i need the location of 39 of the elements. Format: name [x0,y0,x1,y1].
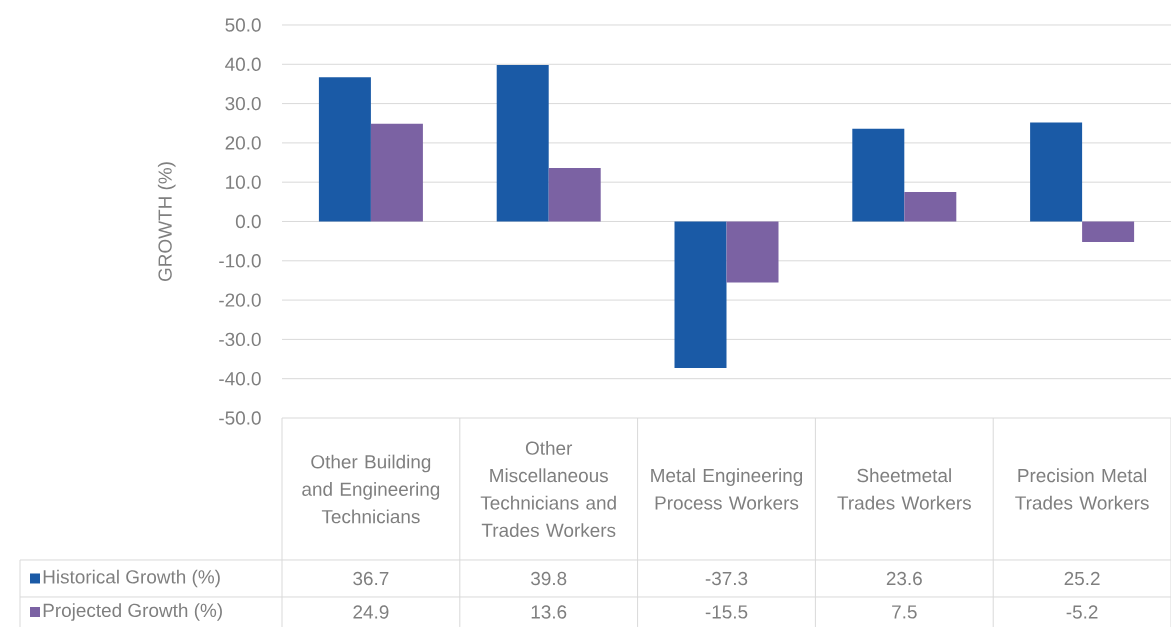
bar [904,192,957,222]
bar [674,221,727,369]
y-axis-title: GROWTH (%) [157,162,176,281]
data-label: -15.5 [705,605,748,619]
bar [726,221,779,283]
x-tick-label: Other Building and Engineering Technicians [302,454,440,524]
y-tick-label: 50.0 [225,18,261,32]
legend-label: Projected Growth (%) [43,603,222,621]
y-tick-label: 20.0 [225,136,261,150]
bar [318,77,371,222]
y-tick-label: 40.0 [225,57,261,71]
legend-label: Historical Growth (%) [43,569,220,588]
x-tick-label: Other Miscellaneous Technicians and Trades Workers [480,440,616,538]
data-label: 24.9 [353,605,389,619]
data-label: -37.3 [705,571,748,586]
bar [852,128,905,222]
bar [548,168,601,222]
data-label: 36.7 [353,571,389,586]
y-tick-label: 30.0 [225,96,261,111]
bar [1082,221,1135,242]
x-tick-label: Sheetmetal Trades Workers [837,468,971,510]
bar [496,65,549,222]
y-tick-label: -40.0 [219,371,261,386]
x-tick-label: Metal Engineering Process Workers [651,468,803,510]
data-label: 7.5 [892,605,917,619]
bar [370,123,423,222]
bar [1030,122,1083,222]
x-tick-label: Precision Metal Trades Workers [1015,468,1149,510]
y-tick-label: -10.0 [219,254,261,268]
y-tick-label: -30.0 [219,332,261,347]
data-label: -5.2 [1066,605,1098,619]
y-tick-label: 10.0 [226,175,261,189]
y-tick-label: -20.0 [219,293,261,307]
data-label: 25.2 [1064,571,1100,586]
data-label: 39.8 [531,571,567,586]
data-label: 13.6 [531,605,567,619]
y-tick-label: 0.0 [235,214,261,229]
data-label: 23.6 [886,571,922,586]
y-tick-label: -50.0 [219,411,261,425]
